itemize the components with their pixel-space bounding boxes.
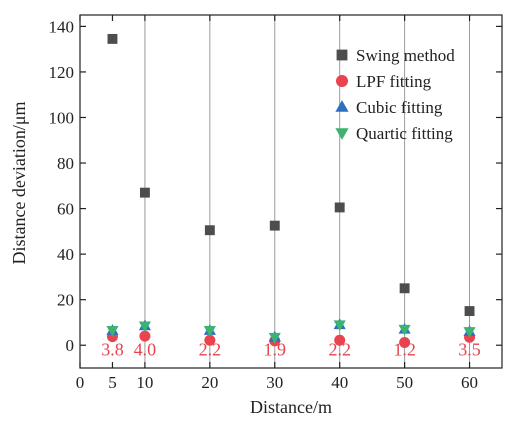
legend-marker-quartic-fitting (335, 128, 349, 140)
legend-label-swing-method: Swing method (356, 46, 455, 65)
point-lpf-fitting-40 (334, 334, 346, 346)
point-quartic-fitting-50 (398, 324, 411, 336)
data-marks (106, 33, 476, 348)
point-lpf-fitting-20 (204, 334, 216, 346)
data-label-30: 1.9 (264, 340, 287, 360)
legend-marker-lpf-fitting (336, 75, 348, 87)
y-axis-title: Distance deviation/μm (9, 101, 29, 264)
legend-label-lpf-fitting: LPF fitting (356, 72, 432, 91)
point-swing-method-20 (204, 225, 215, 236)
point-quartic-fitting-40 (333, 320, 346, 332)
y-tick-label-40: 40 (57, 245, 74, 264)
plot-frame (79, 14, 503, 369)
y-tick-label-60: 60 (57, 200, 74, 219)
point-quartic-fitting-20 (203, 326, 216, 337)
legend-marker-swing-method (336, 49, 348, 61)
data-label-20: 2.2 (199, 340, 222, 360)
point-swing-method-50 (399, 283, 410, 294)
point-swing-method-30 (269, 220, 280, 231)
x-tick-label-40: 40 (331, 373, 348, 392)
y-tick-label-20: 20 (57, 291, 74, 310)
point-quartic-fitting-10 (138, 321, 151, 333)
data-label-10: 4.0 (134, 340, 157, 360)
legend-label-cubic-fitting: Cubic fitting (356, 98, 443, 117)
x-tick-label-50: 50 (396, 373, 413, 392)
y-tick-label-120: 120 (49, 63, 75, 82)
x-tick-label-60: 60 (461, 373, 478, 392)
legend-label-quartic-fitting: Quartic fitting (356, 124, 453, 143)
grid-lines (144, 15, 471, 368)
x-tick-label-20: 20 (201, 373, 218, 392)
point-quartic-fitting-5 (106, 326, 119, 337)
point-swing-method-60 (464, 306, 475, 317)
x-axis-title: Distance/m (250, 397, 332, 417)
x-tick-label-0: 0 (76, 373, 85, 392)
y-tick-label-140: 140 (49, 17, 75, 36)
y-tick-label-80: 80 (57, 154, 74, 173)
y-tick-label-0: 0 (66, 336, 75, 355)
axes: 0 5 10 20 30 40 50 60 0 20 40 60 80 100 120 140 (49, 14, 503, 392)
data-label-5: 3.8 (101, 340, 124, 360)
point-swing-method-5 (107, 33, 118, 44)
x-tick-label-10: 10 (136, 373, 153, 392)
data-label-60: 3.5 (458, 340, 481, 360)
y-tick-label-100: 100 (49, 108, 75, 127)
point-lpf-fitting-10 (139, 330, 151, 342)
point-swing-method-40 (334, 202, 345, 213)
point-lpf-fitting-50 (399, 336, 411, 348)
data-labels: 3.8 4.0 2.2 1.9 2.2 1.2 3.5 (101, 340, 481, 360)
data-label-50: 1.2 (393, 340, 416, 360)
x-tick-label-30: 30 (266, 373, 283, 392)
point-quartic-fitting-30 (268, 332, 281, 344)
data-label-40: 2.2 (328, 340, 351, 360)
x-tick-label-5: 5 (108, 373, 117, 392)
legend: Swing method LPF fitting Cubic fitting Quar… (335, 46, 455, 143)
point-swing-method-10 (139, 187, 150, 198)
point-quartic-fitting-60 (463, 327, 476, 338)
legend-marker-cubic-fitting (335, 100, 349, 112)
